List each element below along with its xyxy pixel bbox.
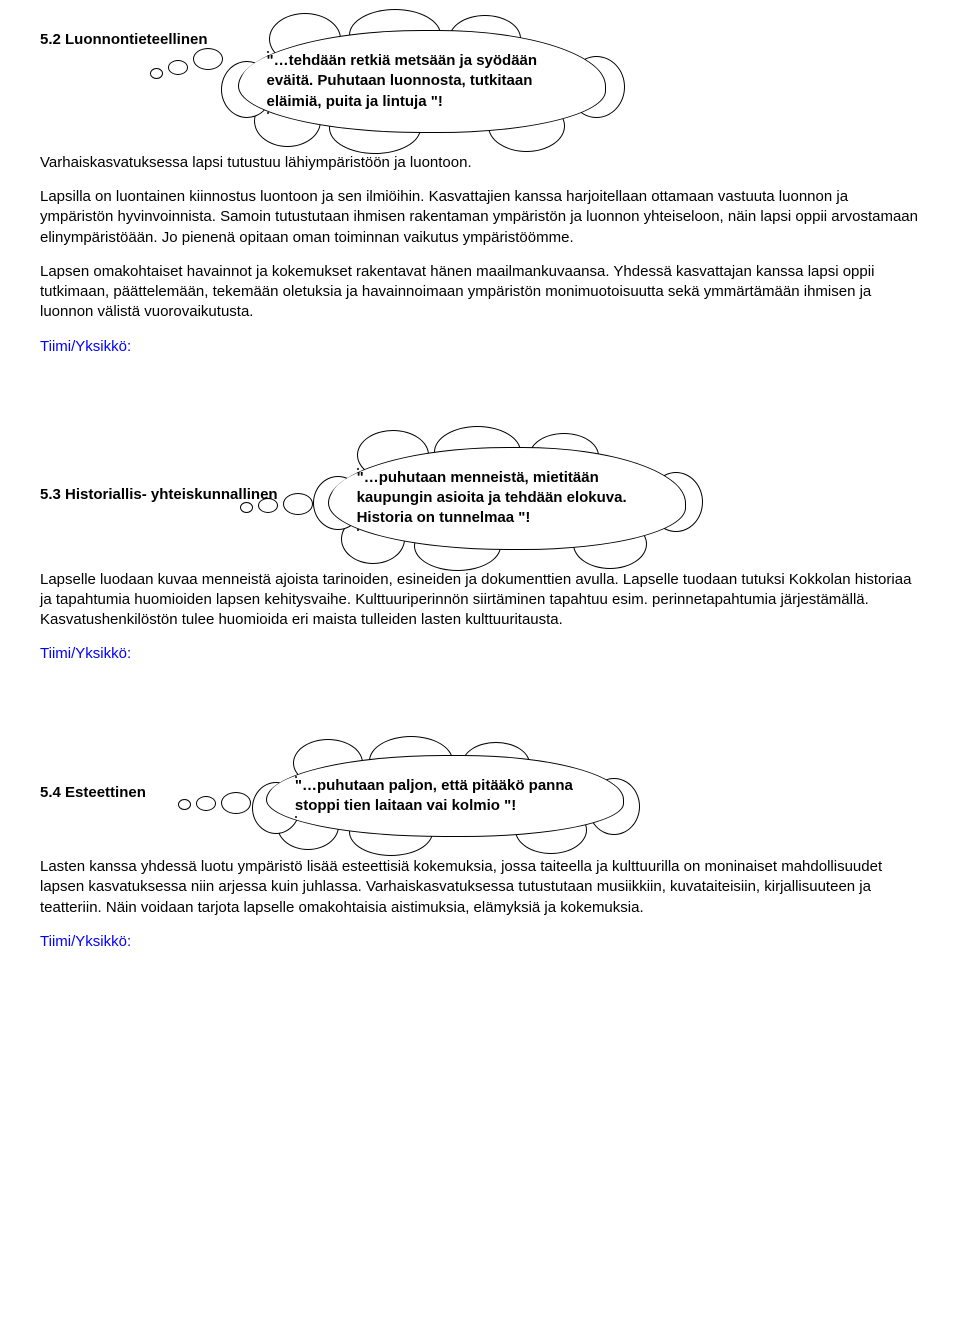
tiimi-label: Tiimi/Yksikkö: [40, 644, 920, 664]
cloud-shape: "…puhutaan paljon, että pitääkö panna st… [266, 755, 624, 838]
section-5-2-header: 5.2 Luonnontieteellinen "…tehdään retkiä… [40, 30, 920, 133]
bubble-tail [150, 68, 163, 79]
cloud-text-5-2: "…tehdään retkiä metsään ja syödään eväi… [267, 51, 577, 112]
tiimi-label: Tiimi/Yksikkö: [40, 932, 920, 952]
bubble-tail [178, 799, 191, 810]
section-5-3-header: 5.3 Historiallis- yhteiskunnallinen "…pu… [40, 447, 920, 550]
heading-5-4: 5.4 Esteettinen [40, 783, 146, 803]
cloud-text-5-3: "…puhutaan menneistä, mietitään kaupungi… [357, 468, 657, 529]
thought-bubble-5-3: "…puhutaan menneistä, mietitään kaupungi… [328, 447, 686, 550]
bubble-tail [221, 792, 251, 814]
bubble-tail [196, 796, 216, 811]
bubble-tail [168, 60, 188, 75]
paragraph: Lapselle luodaan kuvaa menneistä ajoista… [40, 570, 920, 631]
thought-bubble-5-2: "…tehdään retkiä metsään ja syödään eväi… [238, 30, 606, 133]
bubble-tail [258, 498, 278, 513]
bubble-tail [283, 493, 313, 515]
bubble-tail [193, 48, 223, 70]
cloud-shape: "…puhutaan menneistä, mietitään kaupungi… [328, 447, 686, 550]
cloud-text-5-4: "…puhutaan paljon, että pitääkö panna st… [295, 776, 595, 817]
section-5-4-header: 5.4 Esteettinen "…puhutaan paljon, että … [40, 755, 920, 838]
paragraph: Lapsilla on luontainen kiinnostus luonto… [40, 187, 920, 248]
cloud-shape: "…tehdään retkiä metsään ja syödään eväi… [238, 30, 606, 133]
paragraph: Lasten kanssa yhdessä luotu ympäristö li… [40, 857, 920, 918]
paragraph: Lapsen omakohtaiset havainnot ja kokemuk… [40, 262, 920, 323]
tiimi-label: Tiimi/Yksikkö: [40, 337, 920, 357]
paragraph: Varhaiskasvatuksessa lapsi tutustuu lähi… [40, 153, 920, 173]
bubble-tail [240, 502, 253, 513]
heading-5-2: 5.2 Luonnontieteellinen [40, 30, 208, 50]
thought-bubble-5-4: "…puhutaan paljon, että pitääkö panna st… [266, 755, 624, 838]
